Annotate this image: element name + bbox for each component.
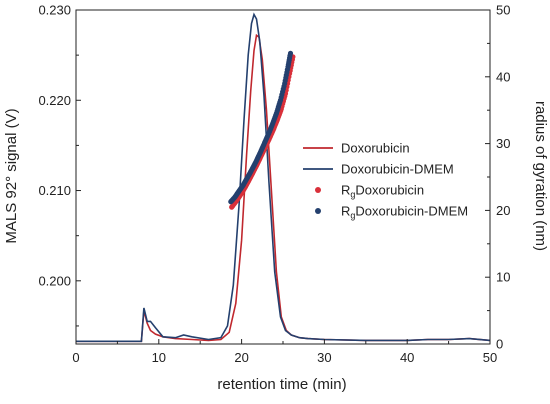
x-tick-label-2: 20 bbox=[234, 350, 248, 365]
x-tick-label-5: 50 bbox=[483, 350, 497, 365]
y2-axis-title: radius of gyration (nm) bbox=[532, 101, 549, 251]
series-point-3-end bbox=[287, 50, 294, 57]
legend-label-2: RgDoxorubicin bbox=[341, 183, 424, 200]
x-tick-label-4: 40 bbox=[400, 350, 414, 365]
y2-tick-label-4: 40 bbox=[496, 69, 510, 84]
plot-frame bbox=[75, 9, 491, 345]
y2-tick-label-3: 30 bbox=[496, 136, 510, 151]
y-axis-title: MALS 92° signal (V) bbox=[3, 108, 20, 243]
y-tick-label-0: 0.200 bbox=[38, 273, 71, 288]
legend-label-0: Doxorubicin bbox=[341, 141, 410, 156]
series-line-1 bbox=[76, 12, 491, 343]
legend-swatch-3 bbox=[315, 208, 321, 214]
series-layer bbox=[76, 12, 491, 343]
y2-tick-label-5: 50 bbox=[496, 3, 510, 18]
axis-layer: 0 10 20 30 40 50 0.200 0.210 0.220 0.230 0 10 20 30 40… bbox=[38, 3, 510, 366]
legend-label-1: Doxorubicin-DMEM bbox=[341, 162, 454, 177]
legend-swatch-2 bbox=[315, 187, 321, 193]
x-tick-label-0: 0 bbox=[72, 350, 79, 365]
x-axis-title: retention time (min) bbox=[217, 376, 346, 393]
legend: Doxorubicin Doxorubicin-DMEM RgDoxorubicin… bbox=[303, 141, 468, 221]
y-tick-label-3: 0.230 bbox=[38, 3, 71, 18]
y2-tick-label-0: 0 bbox=[496, 337, 503, 352]
y-tick-label-1: 0.210 bbox=[38, 183, 71, 198]
y2-tick-label-1: 10 bbox=[496, 270, 510, 285]
x-tick-label-1: 10 bbox=[152, 350, 166, 365]
y-tick-label-2: 0.220 bbox=[38, 93, 71, 108]
legend-label-3: RgDoxorubicin-DMEM bbox=[341, 204, 468, 221]
x-tick-label-3: 30 bbox=[317, 350, 331, 365]
y2-tick-label-2: 20 bbox=[496, 203, 510, 218]
